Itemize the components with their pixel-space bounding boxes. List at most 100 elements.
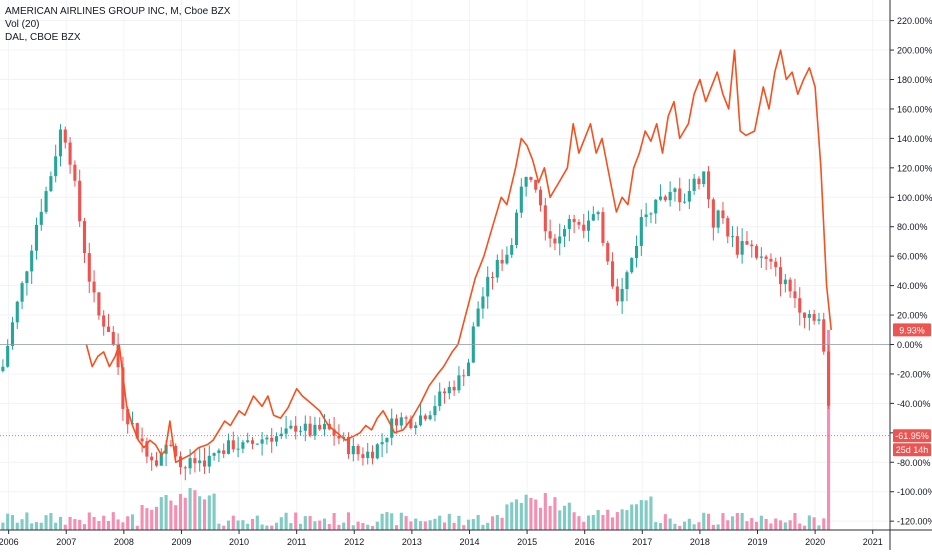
volume-bar [466,519,471,530]
volume-bar [63,524,67,530]
candle-body [442,391,447,394]
volume-bar [126,516,130,530]
volume-bar [6,513,10,530]
volume-bar [30,523,34,530]
volume-bar [711,524,715,530]
price-label-dal-bg [893,323,931,337]
candle-body [106,326,111,332]
legend-symbol[interactable]: AMERICAN AIRLINES GROUP INC, M, Cboe BZX [5,6,231,17]
volume-bar [265,525,269,530]
candle-body [78,180,82,222]
volume-bar [826,330,831,530]
reference-lines [0,344,890,437]
volume-bar [548,505,552,530]
candle-body [697,178,701,185]
countdown-label-bg [893,443,931,457]
volume-bar [25,512,29,530]
candle-body [346,436,351,455]
candle-body [260,439,264,444]
candle-body [658,196,663,200]
candle-body [351,445,355,455]
candle-body [486,276,490,297]
y-tick-label: -40.00% [897,399,931,409]
candle-body [481,296,485,309]
volume-bar [678,525,682,530]
candle-body [745,241,749,245]
candle-body [63,129,67,143]
y-tick-label: 180.00% [897,75,932,85]
volume-bar [735,512,739,530]
volume-bar [351,525,355,530]
volume-bar [217,523,221,530]
candle-body [265,437,269,440]
candle-body [97,292,101,316]
volume-bar [145,508,149,530]
volume-bar [591,514,595,530]
candle-body [601,212,605,243]
candle-body [764,256,768,259]
volume-bar [289,523,293,530]
volume-bar [447,513,451,530]
volume-bar [404,516,408,530]
volume-bar [236,520,240,530]
volume-bar [812,517,816,530]
candle-body [39,211,43,225]
volume-bar [428,520,432,530]
candle-body [303,423,307,431]
candle-body [639,217,643,246]
volume-bar [433,518,437,530]
candle-body [414,425,418,429]
candle-body [428,415,432,420]
volume-bar [414,518,418,530]
candle-body [538,189,543,206]
legend-compare[interactable]: DAL, CBOE BZX [5,32,81,43]
candle-body [577,222,581,225]
volume-bar [706,513,711,530]
volume-bar [270,525,274,530]
legend-volume[interactable]: Vol (20) [5,19,40,30]
candle-body [447,386,451,394]
volume-bar [519,502,523,530]
candle-body [514,212,519,246]
y-tick-label: 200.00% [897,46,932,56]
volume-bar [15,522,19,530]
candle-body [30,250,34,272]
candle-body [735,236,739,255]
volume-bar [462,525,466,530]
y-tick-label: 40.00% [897,281,928,291]
candle-body [740,241,744,255]
x-tick-label: 2020 [805,537,825,547]
volume-bar [543,493,547,530]
y-tick-label: -20.00% [897,369,931,379]
candle-body [433,406,437,416]
candle-body [44,191,48,212]
candle-body [174,445,178,457]
volume-bar [241,520,245,530]
volume-bar [10,515,15,530]
candle-body [20,283,24,302]
y-tick-label: 80.00% [897,222,928,232]
volume-bar [222,525,226,530]
volume-bar [111,512,115,530]
candle-body [663,196,667,201]
candle-body [207,455,211,467]
volume-bar [442,522,447,530]
y-tick-label: -80.00% [897,458,931,468]
volume-bar [44,515,48,530]
dal-series-line [85,49,832,464]
volume-bar [610,517,615,530]
candle-body [457,375,461,391]
volume-bar [342,522,346,530]
candle-body [726,218,730,237]
volume-bar [150,509,154,530]
volume-bar [260,524,264,530]
volume-bar [750,518,754,530]
volume-bar [538,507,543,530]
volume-bar [390,513,394,530]
volume-bar [332,513,336,530]
volume-bar [409,521,413,530]
volume-bar [817,525,821,530]
candle-body [6,345,10,367]
x-tick-label: 2015 [517,537,537,547]
